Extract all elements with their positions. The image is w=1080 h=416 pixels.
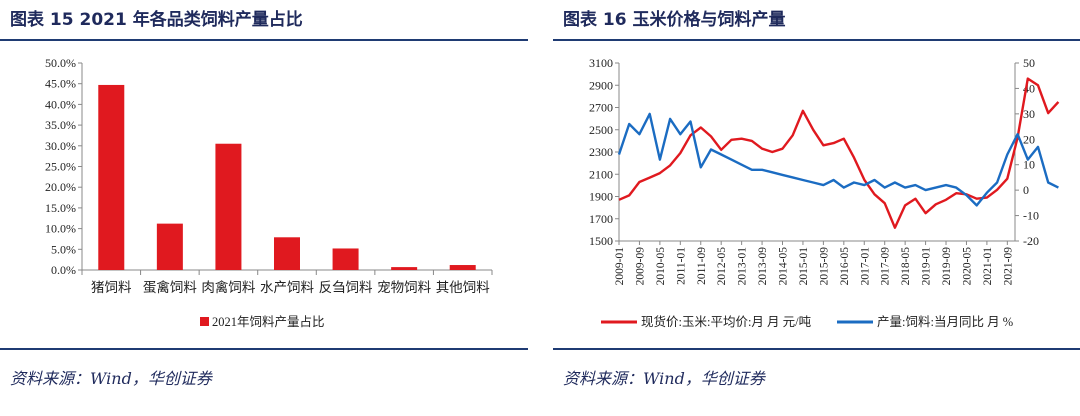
legend-label: 2021年饲料产量占比 bbox=[212, 314, 325, 329]
x-tick-group: 2018-05 bbox=[900, 247, 912, 286]
y-tick-label: 30.0% bbox=[45, 139, 76, 153]
x-tick-label: 2016-05 bbox=[839, 247, 851, 286]
y-tick-label-right: 20 bbox=[1023, 132, 1035, 146]
x-tick-label: 2009-01 bbox=[614, 247, 626, 286]
bar-chart: 0.0% 5.0% 10.0% 15.0% 20.0% 25.0% 30.0% 35.0% 40… bbox=[45, 56, 493, 329]
x-tick-label: 2009-09 bbox=[634, 247, 646, 286]
x-tick-group: 2019-09 bbox=[941, 247, 953, 286]
y-tick-label: 40.0% bbox=[45, 97, 76, 111]
x-tick-group: 2017-01 bbox=[859, 247, 871, 286]
x-tick-group: 2021-09 bbox=[1002, 247, 1014, 286]
legend-swatch bbox=[200, 317, 209, 326]
x-tick-group: 2011-01 bbox=[675, 247, 687, 285]
x-tick-label: 肉禽饲料 bbox=[201, 279, 255, 295]
x-tick-group: 2010-05 bbox=[655, 247, 667, 286]
y-tick-label-left: 2100 bbox=[589, 167, 613, 181]
y-tick-label-left: 2900 bbox=[589, 78, 613, 92]
x-tick-group: 2015-01 bbox=[798, 247, 810, 286]
bar bbox=[215, 143, 242, 270]
x-tick-group: 2013-09 bbox=[757, 247, 769, 286]
x-tick-label: 2021-01 bbox=[982, 247, 994, 286]
y-tick-label-left: 3100 bbox=[589, 56, 613, 70]
legend-label-corn-price: 现货价:玉米:平均价:月 月 元/吨 bbox=[641, 314, 812, 329]
y-tick-label-left: 1700 bbox=[589, 212, 613, 226]
y-tick-label-left: 2500 bbox=[589, 123, 613, 137]
y-tick-label: 50.0% bbox=[45, 56, 76, 70]
x-tick-group: 2019-01 bbox=[921, 247, 933, 286]
x-tick-group: 2013-01 bbox=[737, 247, 749, 286]
y-tick-label-left: 2300 bbox=[589, 145, 613, 159]
x-tick-label: 2011-09 bbox=[696, 247, 708, 285]
y-tick-label-left: 1500 bbox=[589, 234, 613, 248]
source-note: 资料来源：Wind，华创证券 bbox=[10, 369, 212, 388]
bar bbox=[449, 265, 476, 270]
x-tick-label: 2014-05 bbox=[778, 247, 790, 286]
x-tick-label: 2019-09 bbox=[941, 247, 953, 286]
x-tick-group: 2021-01 bbox=[982, 247, 994, 286]
y-tick-label-right: 30 bbox=[1023, 107, 1035, 121]
x-tick-label: 蛋禽饲料 bbox=[143, 279, 197, 295]
source-rule bbox=[0, 348, 528, 350]
y-tick-label: 10.0% bbox=[45, 222, 76, 236]
x-tick-label: 宠物饲料 bbox=[377, 280, 431, 295]
title-rule bbox=[0, 39, 528, 41]
bar bbox=[332, 248, 359, 270]
x-tick-group: 2012-05 bbox=[716, 247, 728, 286]
chart-title: 图表 16 玉米价格与饲料产量 bbox=[563, 10, 786, 30]
series-line-feed-yoy bbox=[617, 112, 1059, 207]
x-tick-group: 2016-05 bbox=[839, 247, 851, 286]
y-tick-label-left: 2700 bbox=[589, 101, 613, 115]
x-tick-label: 反刍饲料 bbox=[319, 280, 373, 295]
x-tick-group: 2020-05 bbox=[961, 247, 973, 286]
x-tick-label: 2019-01 bbox=[921, 247, 933, 286]
x-tick-label: 2013-01 bbox=[737, 247, 749, 286]
x-tick-label: 2018-05 bbox=[900, 247, 912, 286]
x-tick-label: 2010-05 bbox=[655, 247, 667, 286]
legend-label-feed-yoy: 产量:饲料:当月同比 月 % bbox=[877, 315, 1013, 329]
x-tick-label: 猪饲料 bbox=[91, 280, 132, 295]
y-tick-label-right: 50 bbox=[1023, 56, 1035, 70]
chart-panel-feed-share: 图表 15 2021 年各品类饲料产量占比 0.0% 5.0% 10.0% 15.0%… bbox=[0, 0, 530, 416]
x-tick-label: 2017-01 bbox=[859, 247, 871, 286]
y-tick-label: 20.0% bbox=[45, 180, 76, 194]
source-note: 资料来源：Wind，华创证券 bbox=[563, 369, 765, 388]
y-tick-label: 5.0% bbox=[51, 242, 76, 256]
x-tick-group: 2009-09 bbox=[634, 247, 646, 286]
x-tick-group: 2014-05 bbox=[778, 247, 790, 286]
x-tick-label: 其他饲料 bbox=[436, 280, 490, 295]
y-tick-label: 45.0% bbox=[45, 77, 76, 91]
y-tick-label: 15.0% bbox=[45, 201, 76, 215]
y-tick-label-right: -10 bbox=[1023, 209, 1039, 223]
x-tick-group: 2009-01 bbox=[614, 247, 626, 286]
bar bbox=[274, 237, 300, 270]
source-rule bbox=[553, 348, 1080, 350]
x-tick-label: 2015-01 bbox=[798, 247, 810, 286]
y-tick-label: 35.0% bbox=[45, 118, 76, 132]
x-tick-label: 2017-09 bbox=[880, 247, 892, 286]
chart-panel-corn-feed: 图表 16 玉米价格与饲料产量 1500 1700 1900 2100 2300 2500… bbox=[553, 0, 1080, 416]
series-line-corn-price bbox=[618, 77, 1060, 229]
bar bbox=[156, 223, 183, 270]
title-rule bbox=[553, 39, 1080, 41]
x-tick-group: 2015-09 bbox=[818, 247, 830, 286]
bar bbox=[98, 84, 125, 270]
x-tick-label: 2020-05 bbox=[961, 247, 973, 286]
x-tick-label: 2015-09 bbox=[818, 247, 830, 286]
x-tick-group: 2011-09 bbox=[696, 247, 708, 285]
x-tick-label: 2021-09 bbox=[1002, 247, 1014, 286]
x-tick-label: 2011-01 bbox=[675, 247, 687, 285]
x-tick-group: 2017-09 bbox=[880, 247, 892, 286]
chart-title: 图表 15 2021 年各品类饲料产量占比 bbox=[10, 10, 303, 30]
y-tick-label-left: 1900 bbox=[589, 190, 613, 204]
bar bbox=[391, 267, 418, 270]
y-tick-label: 0.0% bbox=[51, 263, 76, 277]
y-tick-label: 25.0% bbox=[45, 160, 76, 174]
line-chart: 1500 1700 1900 2100 2300 2500 2700 2900 3100 -20 -… bbox=[589, 56, 1060, 329]
y-tick-label-right: 10 bbox=[1023, 158, 1035, 172]
y-tick-label-right: -20 bbox=[1023, 234, 1039, 248]
x-tick-label: 水产饲料 bbox=[260, 280, 314, 295]
x-tick-label: 2013-09 bbox=[757, 247, 769, 286]
x-tick-label: 2012-05 bbox=[716, 247, 728, 286]
y-tick-label-right: 0 bbox=[1023, 183, 1029, 197]
